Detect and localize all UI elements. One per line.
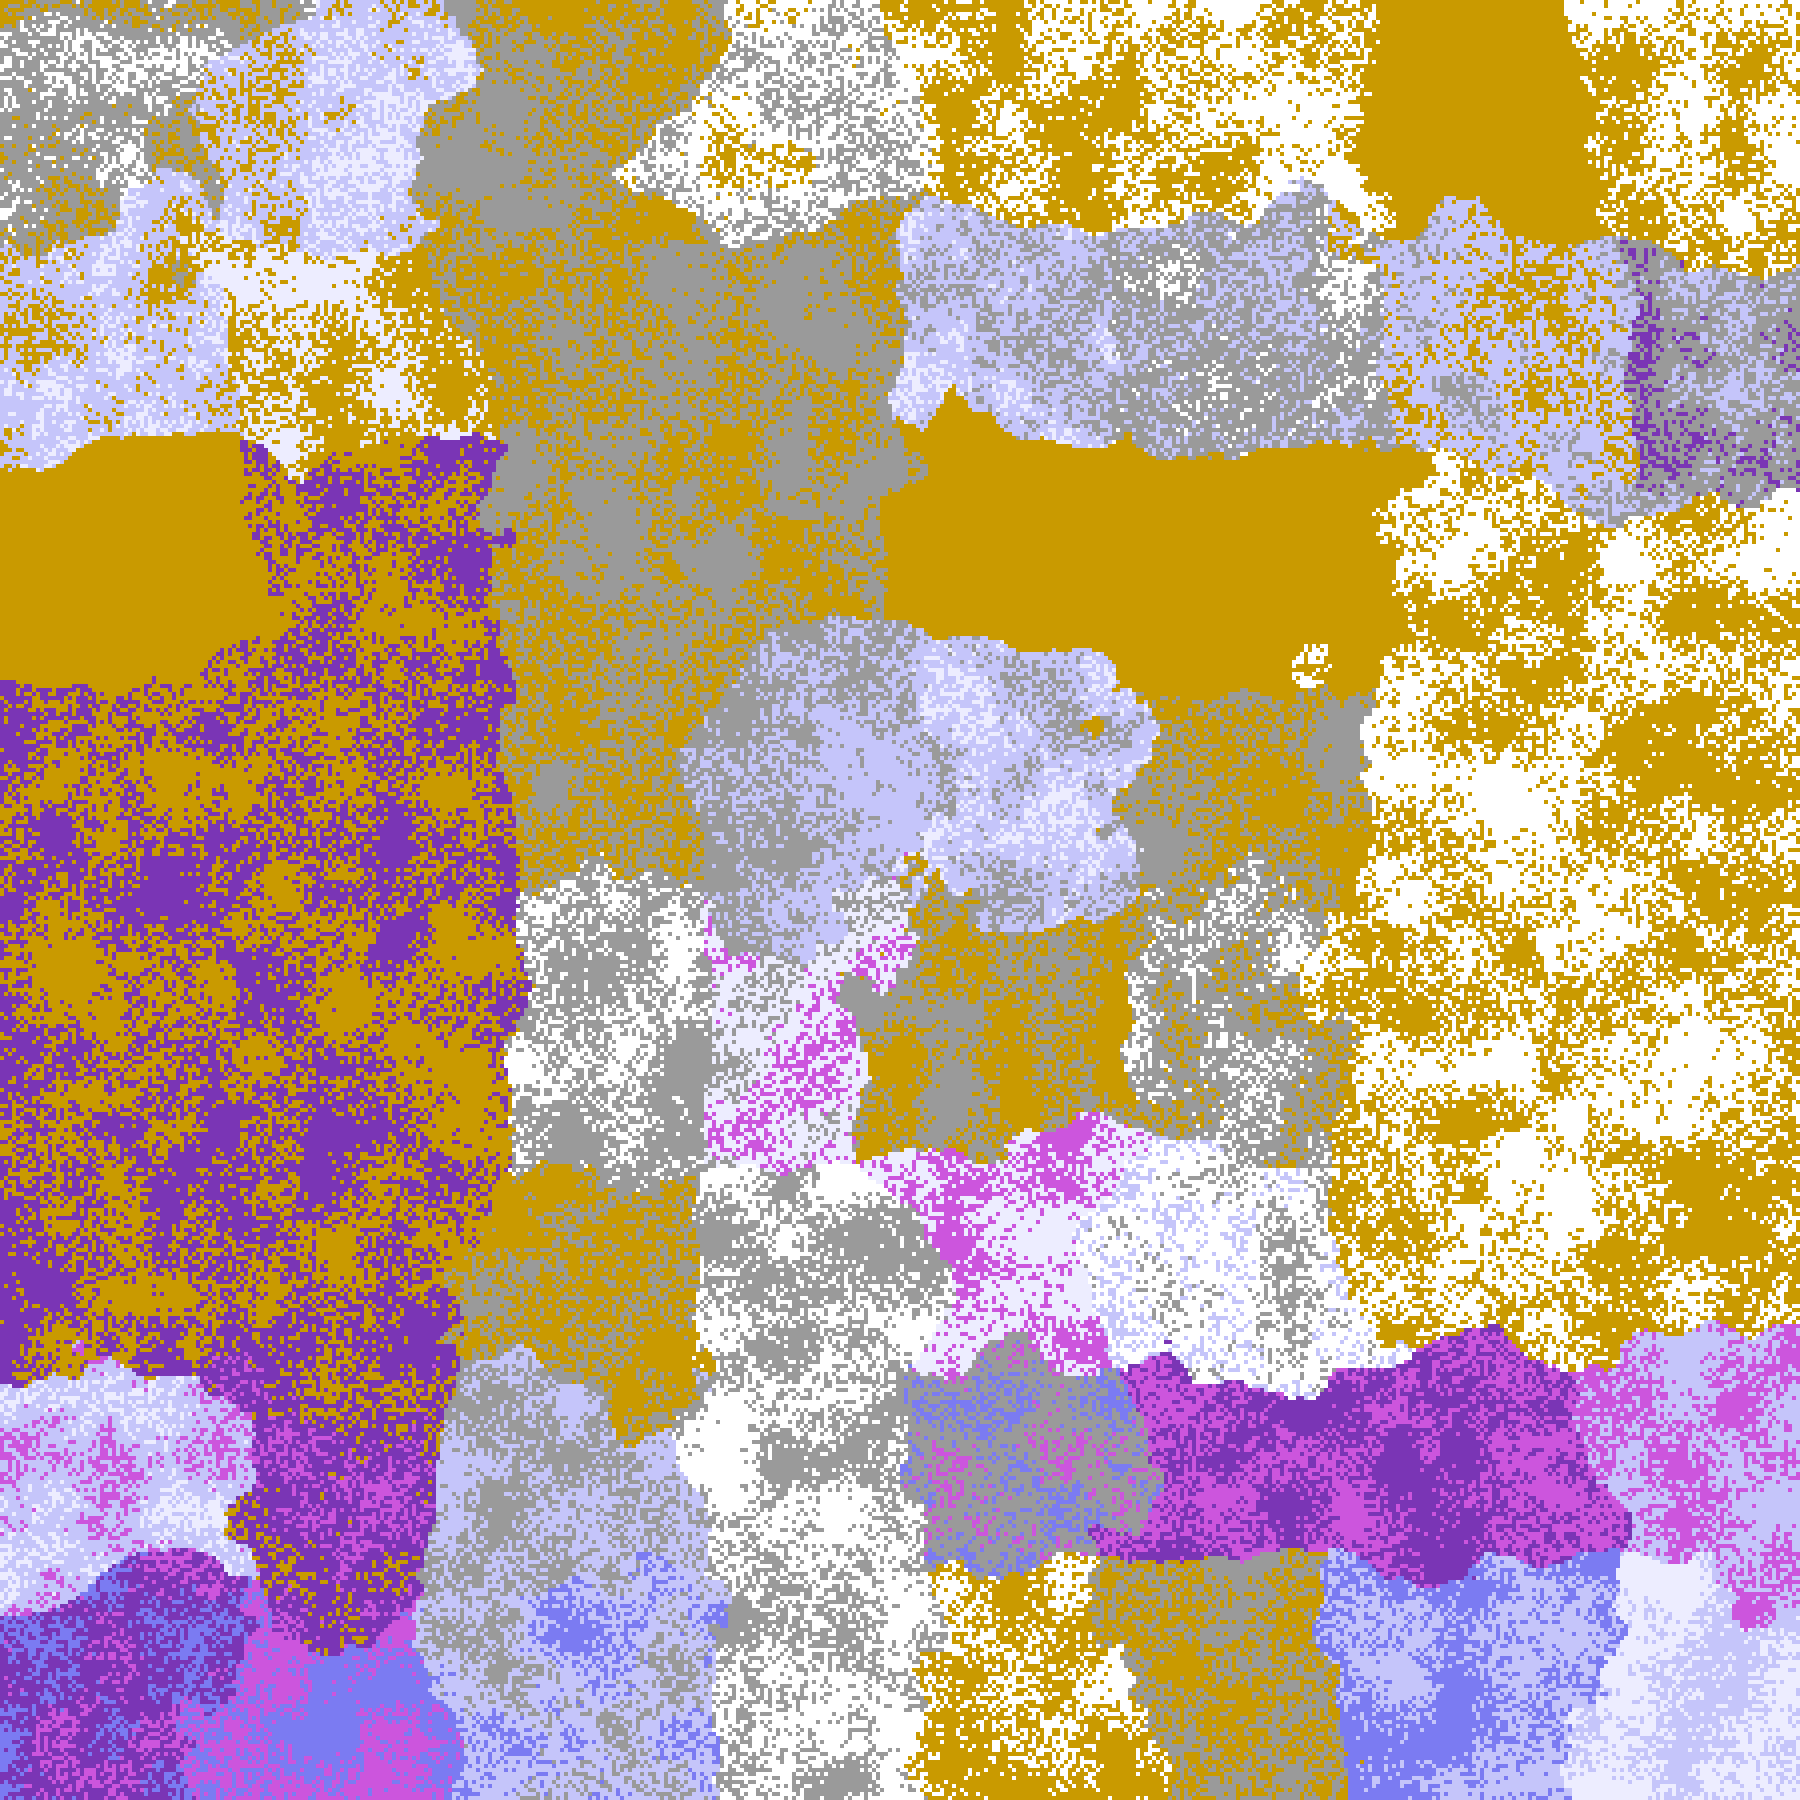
satellite-image (0, 0, 1800, 1800)
